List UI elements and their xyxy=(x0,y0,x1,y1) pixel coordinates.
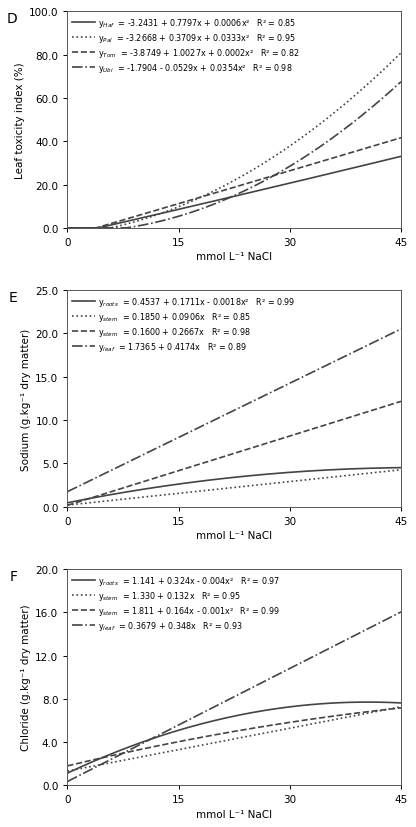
Legend: y$_{roots}$  = 0.4537 + 0.1711x - 0.0018x²   R² = 0.99, y$_{stem}$  = 0.1850 + 0: y$_{roots}$ = 0.4537 + 0.1711x - 0.0018x… xyxy=(71,294,297,355)
X-axis label: mmol L⁻¹ NaCl: mmol L⁻¹ NaCl xyxy=(196,251,272,262)
Legend: y$_{roots}$  = 1.141 + 0.324x - 0.004x²   R² = 0.97, y$_{stem}$  = 1.330 + 0.132: y$_{roots}$ = 1.141 + 0.324x - 0.004x² R… xyxy=(71,572,282,633)
Text: F: F xyxy=(10,569,17,583)
Y-axis label: Leaf toxicity index (%): Leaf toxicity index (%) xyxy=(15,62,25,179)
Y-axis label: Chloride (g.kg⁻¹ dry matter): Chloride (g.kg⁻¹ dry matter) xyxy=(21,605,31,751)
X-axis label: mmol L⁻¹ NaCl: mmol L⁻¹ NaCl xyxy=(196,809,272,819)
Y-axis label: Sodium (g.kg⁻¹ dry matter): Sodium (g.kg⁻¹ dry matter) xyxy=(21,327,31,470)
X-axis label: mmol L⁻¹ NaCl: mmol L⁻¹ NaCl xyxy=(196,530,272,540)
Legend: y$_{Haf}$  = -3.2431 + 0.7797x + 0.0006x²   R² = 0.85, y$_{Pal}$  = -3.2668 + 0.: y$_{Haf}$ = -3.2431 + 0.7797x + 0.0006x²… xyxy=(71,16,301,77)
Text: E: E xyxy=(9,291,17,304)
Text: D: D xyxy=(7,12,17,26)
